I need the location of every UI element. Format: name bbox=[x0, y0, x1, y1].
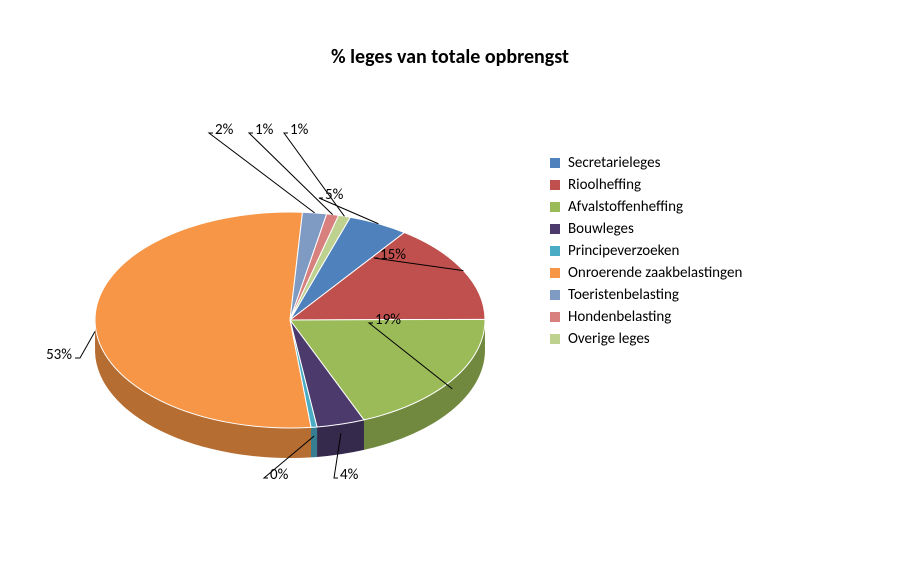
legend-swatch bbox=[550, 312, 560, 322]
chart-title: % leges van totale opbrengst bbox=[0, 45, 900, 69]
pie-svg: 5%15%19%4%0%53%2%1%1% bbox=[40, 130, 540, 510]
leader-line bbox=[75, 331, 95, 358]
pie-slice-side bbox=[311, 427, 317, 457]
legend-item: Bouwleges bbox=[550, 220, 850, 238]
legend-label: Bouwleges bbox=[568, 220, 634, 238]
legend-swatch bbox=[550, 202, 560, 212]
legend: Secretarieleges Rioolheffing Afvalstoffenh… bbox=[550, 150, 850, 352]
legend-swatch bbox=[550, 246, 560, 256]
legend-item: Afvalstoffenheffing bbox=[550, 198, 850, 216]
legend-item: Secretarieleges bbox=[550, 154, 850, 172]
legend-swatch bbox=[550, 334, 560, 344]
data-label: 19% bbox=[375, 311, 401, 329]
data-label: 4% bbox=[340, 466, 359, 484]
legend-item: Overige leges bbox=[550, 330, 850, 348]
legend-item: Principeverzoeken bbox=[550, 242, 850, 260]
legend-item: Rioolheffing bbox=[550, 176, 850, 194]
legend-label: Principeverzoeken bbox=[568, 242, 679, 260]
data-label: 1% bbox=[255, 121, 274, 139]
data-label: 1% bbox=[290, 121, 309, 139]
legend-swatch bbox=[550, 224, 560, 234]
data-label: 2% bbox=[215, 121, 234, 139]
chart-container: % leges van totale opbrengst 5% 15% 19% 4% 0… bbox=[0, 0, 900, 580]
leader-line bbox=[284, 133, 344, 216]
legend-label: Rioolheffing bbox=[568, 176, 641, 194]
legend-label: Overige leges bbox=[568, 330, 650, 348]
legend-swatch bbox=[550, 268, 560, 278]
legend-swatch bbox=[550, 180, 560, 190]
data-label: 15% bbox=[380, 246, 406, 264]
legend-swatch bbox=[550, 158, 560, 168]
legend-item: Toeristenbelasting bbox=[550, 286, 850, 304]
pie-area: 5%15%19%4%0%53%2%1%1% bbox=[40, 130, 540, 510]
leader-line bbox=[249, 133, 333, 215]
legend-label: Secretarieleges bbox=[568, 154, 660, 172]
legend-label: Hondenbelasting bbox=[568, 308, 671, 326]
data-label: 53% bbox=[46, 346, 72, 364]
legend-item: Onroerende zaakbelastingen bbox=[550, 264, 850, 282]
legend-swatch bbox=[550, 290, 560, 300]
legend-item: Hondenbelasting bbox=[550, 308, 850, 326]
data-label: 0% bbox=[270, 466, 289, 484]
legend-label: Toeristenbelasting bbox=[568, 286, 679, 304]
legend-label: Onroerende zaakbelastingen bbox=[568, 264, 742, 282]
data-label: 5% bbox=[325, 186, 344, 204]
legend-label: Afvalstoffenheffing bbox=[568, 198, 683, 216]
